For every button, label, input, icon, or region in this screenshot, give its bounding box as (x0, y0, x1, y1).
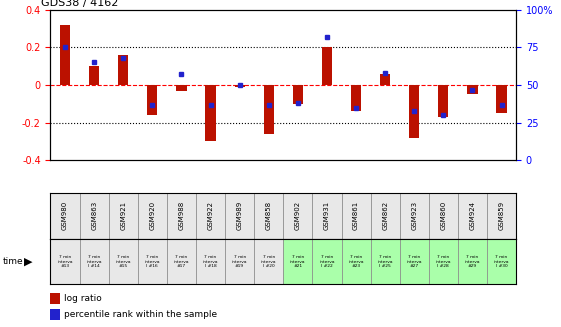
Text: 7 min
interva
#19: 7 min interva #19 (232, 255, 247, 268)
Bar (205, 85, 215, 141)
Text: GSM922: GSM922 (208, 201, 214, 230)
Text: GDS38 / 4162: GDS38 / 4162 (41, 0, 118, 8)
Bar (176, 85, 187, 91)
Bar (50, 239, 80, 284)
Bar (283, 193, 312, 239)
Bar (196, 193, 225, 239)
Text: 7 min
interva
l #25: 7 min interva l #25 (378, 255, 393, 268)
Bar (283, 239, 312, 284)
Text: GSM989: GSM989 (237, 201, 243, 231)
Bar (487, 239, 516, 284)
Bar (254, 239, 283, 284)
Bar (254, 193, 283, 239)
Text: 7 min
interva
l #14: 7 min interva l #14 (86, 255, 102, 268)
Bar (429, 193, 458, 239)
Bar (225, 193, 254, 239)
Bar (167, 239, 196, 284)
Bar (167, 193, 196, 239)
Bar (458, 239, 487, 284)
Bar (118, 55, 128, 85)
Text: 7 min
interva
l #18: 7 min interva l #18 (203, 255, 218, 268)
Bar (342, 193, 371, 239)
Text: GSM859: GSM859 (499, 201, 504, 231)
Text: GSM920: GSM920 (149, 201, 155, 231)
Text: time: time (3, 257, 24, 266)
Bar (458, 193, 487, 239)
Text: GSM902: GSM902 (295, 201, 301, 231)
Text: GSM861: GSM861 (353, 201, 359, 231)
Bar (371, 193, 399, 239)
Bar (89, 66, 99, 85)
Text: log ratio: log ratio (63, 294, 102, 303)
Bar (496, 85, 507, 113)
Bar (109, 193, 138, 239)
Bar (196, 239, 225, 284)
Bar (399, 193, 429, 239)
Bar (438, 85, 448, 117)
Text: GSM924: GSM924 (470, 201, 476, 230)
Text: GSM862: GSM862 (382, 201, 388, 231)
Bar (50, 309, 60, 320)
Bar (138, 239, 167, 284)
Bar (351, 85, 361, 111)
Text: 7 min
interva
#13: 7 min interva #13 (57, 255, 73, 268)
Bar (322, 47, 332, 85)
Bar (234, 85, 245, 87)
Bar (109, 239, 138, 284)
Bar (80, 239, 109, 284)
Text: 7 min
interva
#15: 7 min interva #15 (116, 255, 131, 268)
Bar (264, 85, 274, 134)
Bar (225, 239, 254, 284)
Text: 7 min
interva
l #30: 7 min interva l #30 (494, 255, 509, 268)
Bar (342, 239, 371, 284)
Text: percentile rank within the sample: percentile rank within the sample (63, 310, 217, 319)
Text: GSM858: GSM858 (266, 201, 272, 231)
Bar (487, 193, 516, 239)
Text: 7 min
interva
#17: 7 min interva #17 (174, 255, 189, 268)
Bar (467, 85, 477, 95)
Bar (147, 85, 158, 115)
Text: 7 min
interva
l #16: 7 min interva l #16 (145, 255, 160, 268)
Bar (60, 25, 70, 85)
Text: 7 min
interva
l #22: 7 min interva l #22 (319, 255, 335, 268)
Bar (138, 193, 167, 239)
Text: GSM988: GSM988 (178, 201, 185, 231)
Text: GSM921: GSM921 (120, 201, 126, 231)
Text: 7 min
interva
l #28: 7 min interva l #28 (435, 255, 451, 268)
Bar (399, 239, 429, 284)
Bar (293, 85, 303, 104)
Bar (380, 74, 390, 85)
Text: 7 min
interva
#23: 7 min interva #23 (348, 255, 364, 268)
Text: ▶: ▶ (24, 257, 32, 267)
Text: GSM863: GSM863 (91, 201, 97, 231)
Bar (50, 293, 60, 304)
Bar (80, 193, 109, 239)
Text: GSM980: GSM980 (62, 201, 68, 231)
Text: 7 min
interva
#29: 7 min interva #29 (465, 255, 480, 268)
Bar (50, 193, 80, 239)
Bar (312, 239, 342, 284)
Bar (312, 193, 342, 239)
Text: 7 min
interva
#27: 7 min interva #27 (407, 255, 422, 268)
Bar (429, 239, 458, 284)
Text: 7 min
interva
l #20: 7 min interva l #20 (261, 255, 277, 268)
Bar (371, 239, 399, 284)
Bar (409, 85, 420, 138)
Text: GSM860: GSM860 (440, 201, 447, 231)
Text: GSM923: GSM923 (411, 201, 417, 231)
Text: 7 min
interva
#21: 7 min interva #21 (290, 255, 306, 268)
Text: GSM931: GSM931 (324, 201, 330, 231)
